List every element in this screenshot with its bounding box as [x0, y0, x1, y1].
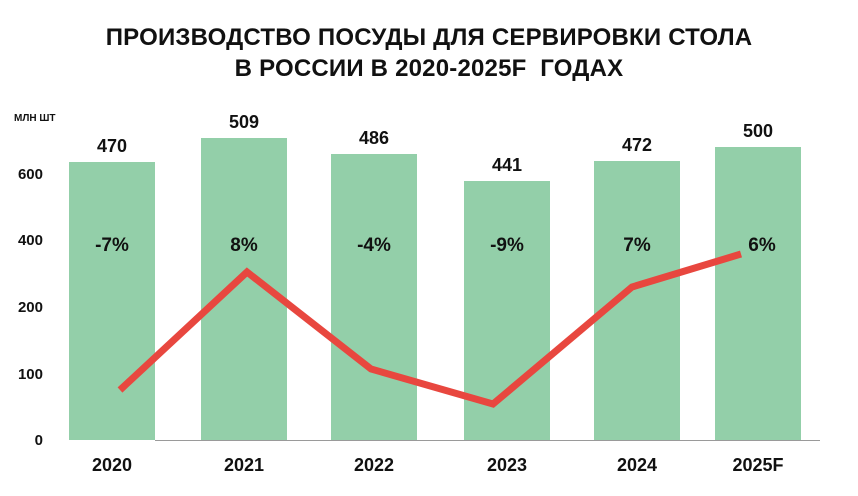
x-tick-label: 2024: [617, 455, 657, 475]
growth-percent-label: -4%: [357, 235, 391, 256]
x-tick-label: 2021: [224, 455, 264, 475]
chart-title-line-1: ПРОИЗВОДСТВО ПОСУДЫ ДЛЯ СЕРВИРОВКИ СТОЛА: [105, 24, 753, 51]
y-tick-label: 100: [18, 366, 43, 383]
x-tick-label: 2023: [487, 455, 527, 475]
bar: [331, 154, 417, 440]
bar-value-label: 509: [229, 112, 259, 132]
growth-percent-label: 8%: [230, 235, 258, 256]
growth-percent-label: 6%: [748, 235, 776, 256]
growth-percent-label: 7%: [623, 235, 651, 256]
growth-percent-label: -7%: [95, 235, 129, 256]
bar: [69, 162, 155, 440]
bar: [594, 161, 680, 440]
y-tick-label: 200: [18, 299, 43, 316]
bar-value-label: 486: [359, 128, 389, 148]
x-tick-label: 2025F: [732, 455, 783, 475]
y-tick-label: 400: [18, 232, 43, 249]
bar: [715, 147, 801, 440]
x-tick-label: 2022: [354, 455, 394, 475]
y-tick-label: 600: [18, 166, 43, 183]
y-axis-unit-label: МЛН ШТ: [14, 113, 56, 124]
chart-title-line-2: В РОССИИ В 2020-2025F ГОДАХ: [234, 55, 624, 82]
growth-percent-label: -9%: [490, 235, 524, 256]
bar-value-label: 472: [622, 135, 652, 155]
chart-title: ПРОИЗВОДСТВО ПОСУДЫ ДЛЯ СЕРВИРОВКИ СТОЛА…: [40, 22, 818, 84]
growth-line: [117, 250, 743, 408]
y-tick-label: 0: [35, 432, 43, 449]
bar-value-label: 470: [97, 136, 127, 156]
bar-value-label: 500: [743, 121, 773, 141]
bar-value-label: 441: [492, 155, 522, 175]
x-tick-label: 2020: [92, 455, 132, 475]
